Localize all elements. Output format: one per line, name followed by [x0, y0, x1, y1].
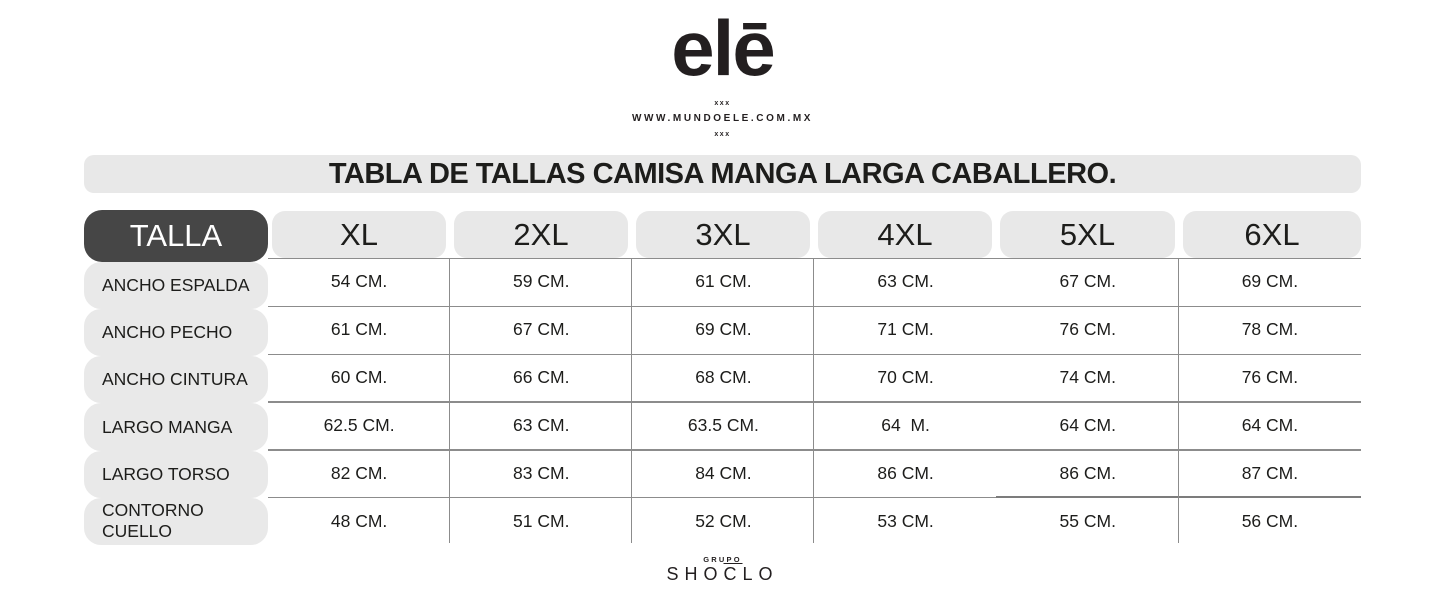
- row-label-ancho-cintura: ANCHO CINTURA: [84, 356, 268, 404]
- title-bar: TABLA DE TALLAS CAMISA MANGA LARGA CABAL…: [84, 155, 1361, 193]
- size-value-cell: 70 CM.: [877, 367, 934, 388]
- size-value-cell: 67 CM.: [513, 319, 570, 340]
- grid-vline: [813, 258, 815, 543]
- row-label-largo-torso: LARGO TORSO: [84, 450, 268, 498]
- column-header-2xl: 2XL: [454, 211, 628, 258]
- size-value-cell: 86 CM.: [1059, 462, 1116, 483]
- size-value-cell: 55 CM.: [1059, 510, 1116, 531]
- footer-group-name: SHOCLO: [0, 564, 1445, 585]
- size-value-cell: 60 CM.: [330, 367, 388, 388]
- size-value-cell: 48 CM.: [330, 510, 388, 531]
- row-label-largo-manga: LARGO MANGA: [84, 403, 268, 451]
- size-value-cell: 63.5 CM.: [687, 414, 759, 435]
- column-header-xl: XL: [272, 211, 446, 258]
- size-value-cell: 76 CM.: [1241, 367, 1299, 388]
- size-value-cell: 74 CM.: [1059, 367, 1116, 388]
- size-value-cell: 71 CM.: [877, 319, 934, 340]
- footer-group-name-post: LO: [742, 564, 779, 584]
- size-value-cell: 67 CM.: [1059, 271, 1116, 292]
- size-value-cell: 56 CM.: [1241, 510, 1299, 531]
- website-url: WWW.MUNDOELE.COM.MX: [631, 113, 814, 124]
- grid-hline: [268, 258, 1361, 260]
- grid-hline: [268, 449, 1361, 451]
- size-value-cell: 83 CM.: [513, 462, 570, 483]
- size-value-cell: 61 CM.: [330, 319, 388, 340]
- size-value-cell: 84 CM.: [695, 462, 752, 483]
- grid-vline: [1178, 258, 1180, 543]
- grid-hline: [268, 401, 1361, 403]
- size-value-cell: 52 CM.: [695, 510, 752, 531]
- size-value-cell: 63 CM.: [513, 414, 570, 435]
- footer-group-name-macron-letter: C: [723, 564, 743, 584]
- size-value-cell: 66 CM.: [513, 367, 570, 388]
- column-header-3xl: 3XL: [636, 211, 810, 258]
- grid-hline: [268, 497, 1361, 499]
- row-label-column: ANCHO ESPALDA ANCHO PECHO ANCHO CINTURA …: [84, 262, 268, 545]
- size-value-cell: 69 CM.: [695, 319, 752, 340]
- column-header-4xl: 4XL: [818, 211, 992, 258]
- size-table: 54 CM. 59 CM. 61 CM. 63 CM. 67 CM. 69 CM…: [268, 258, 1361, 545]
- size-value-cell: 54 CM.: [330, 271, 388, 292]
- grid-vline: [449, 258, 451, 543]
- size-value-cell: 68 CM.: [695, 367, 752, 388]
- size-value-cell: 62.5 CM.: [323, 414, 395, 435]
- size-value-cell: 61 CM.: [695, 271, 752, 292]
- column-header-5xl: 5XL: [1000, 211, 1175, 258]
- size-value-cell: 63 CM.: [877, 271, 934, 292]
- corner-header-talla: TALLA: [84, 210, 268, 262]
- row-label-ancho-pecho: ANCHO PECHO: [84, 309, 268, 357]
- page-title: TABLA DE TALLAS CAMISA MANGA LARGA CABAL…: [328, 157, 1117, 190]
- row-label-contorno-cuello: CONTORNO CUELLO: [84, 497, 268, 545]
- logo-decor-top: xxx: [714, 100, 731, 107]
- size-value-cell: 53 CM.: [877, 510, 934, 531]
- footer-group-name-pre: SHO: [666, 564, 724, 584]
- grid-hline: [268, 353, 1361, 355]
- size-value-cell: 78 CM.: [1241, 319, 1299, 340]
- size-value-cell: 64 CM.: [1241, 414, 1299, 435]
- footer-group-label: GRUPO: [703, 555, 742, 564]
- size-value-cell: 64 M.: [881, 414, 930, 435]
- size-value-cell: 76 CM.: [1059, 319, 1116, 340]
- size-value-cell: 64 CM.: [1059, 414, 1116, 435]
- brand-logo: elē: [671, 4, 775, 92]
- logo-decor-bottom: xxx: [714, 131, 731, 138]
- size-value-cell: 82 CM.: [330, 462, 388, 483]
- size-value-cell: 51 CM.: [513, 510, 570, 531]
- column-header-6xl: 6XL: [1183, 211, 1361, 258]
- grid-hline: [268, 305, 1361, 308]
- size-value-cell: 69 CM.: [1241, 271, 1299, 292]
- size-value-cell: 59 CM.: [513, 271, 570, 292]
- row-label-ancho-espalda: ANCHO ESPALDA: [84, 262, 268, 310]
- size-value-cell: 87 CM.: [1241, 462, 1299, 483]
- grid-vline: [631, 258, 633, 543]
- size-value-cell: 86 CM.: [877, 462, 934, 483]
